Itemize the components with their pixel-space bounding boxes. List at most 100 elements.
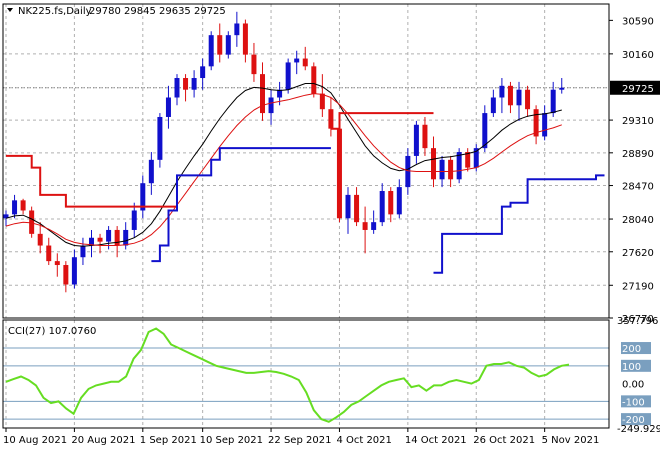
candle-body [507, 85, 513, 106]
indicator-lines [5, 83, 605, 274]
candle-body [114, 229, 120, 246]
time-tick-label: 20 Aug 2021 [71, 435, 135, 446]
candle-body [97, 237, 103, 242]
price-tick-label: 30160 [622, 50, 654, 61]
price-tick-label: 26770 [622, 314, 654, 325]
price-tick-label: 29310 [622, 116, 654, 127]
time-tick-label: 10 Aug 2021 [3, 435, 67, 446]
cci-tick-label: -249.929 [617, 424, 660, 435]
cci-level-box [621, 342, 651, 355]
candle-body [388, 190, 394, 215]
candle-body [336, 128, 342, 219]
candle-body [148, 159, 154, 184]
price-tick-label: 28890 [622, 149, 654, 160]
time-tick-label: 10 Sep 2021 [200, 435, 263, 446]
candle-body [174, 78, 180, 98]
candle-body [37, 233, 43, 246]
candle-body [183, 78, 189, 90]
candle-body [80, 245, 86, 258]
candle-body [319, 93, 325, 110]
candle-body [525, 89, 531, 110]
stop-red-line [6, 154, 177, 208]
candle-body [285, 62, 291, 90]
cci-level-box [621, 395, 651, 408]
candle-body [482, 113, 488, 149]
candle-body [302, 58, 308, 67]
candle-body [140, 183, 146, 211]
time-tick-label: 26 Oct 2021 [473, 435, 535, 446]
candle-body [533, 109, 539, 137]
candle-body [422, 124, 428, 149]
chart-symbol: NK225.fs,Daily [18, 6, 92, 17]
time-tick-label: 22 Sep 2021 [268, 435, 331, 446]
candle-body [12, 200, 18, 215]
candle-body [550, 89, 556, 114]
price-tick-label: 28040 [622, 215, 654, 226]
candle-body [234, 23, 240, 36]
price-axis: 30590 30160 29310 28890 28470 28040 27620 27190… [609, 16, 660, 325]
candle-body [413, 124, 419, 156]
candle-body [396, 187, 402, 215]
candle-body [465, 152, 471, 168]
current-price-label: 29725 [622, 84, 654, 95]
time-tick-label: 14 Oct 2021 [405, 435, 467, 446]
candle-body [242, 23, 248, 55]
candle-body [208, 35, 214, 67]
candle-body [268, 97, 274, 114]
cci-label: CCI(27) 107.0760 [8, 326, 96, 337]
candle-body [490, 97, 496, 114]
candle-body [71, 257, 77, 285]
candle-body [89, 237, 94, 246]
cci-tick-label: -100 [622, 397, 645, 408]
candle-body [362, 222, 368, 230]
price-tick-label: 28470 [622, 182, 654, 193]
candle-body [328, 109, 334, 129]
candle-body [448, 159, 454, 180]
candle-body [54, 261, 60, 266]
candle-body [165, 97, 171, 117]
ma-slow-line [5, 93, 562, 246]
chart-ohlc: 29780 29845 29635 29725 [89, 6, 226, 17]
cci-tick-label: 100 [622, 362, 641, 373]
cci-tick-label: 357.796 [617, 316, 658, 327]
cci-tick-label: 200 [622, 344, 641, 355]
main-panel-frame [2, 3, 610, 319]
candle-body [225, 35, 231, 55]
collapse-triangle-icon[interactable] [7, 8, 13, 12]
candle-body [354, 194, 360, 223]
candle-body [405, 155, 411, 188]
candle-body [379, 190, 385, 223]
price-tick-label: 30590 [622, 16, 654, 27]
candle-body [20, 200, 26, 211]
candle-body [123, 229, 129, 246]
cci-level-box [621, 359, 651, 372]
time-tick-label: 1 Sep 2021 [140, 435, 197, 446]
candle-body [131, 210, 137, 230]
cci-tick-label: -200 [622, 415, 645, 426]
candle-body [559, 87, 565, 90]
candle-body [499, 85, 505, 98]
time-axis: 10 Aug 2021 20 Aug 2021 1 Sep 2021 10 Sep 2… [3, 428, 599, 446]
time-tick-label: 5 Nov 2021 [542, 435, 600, 446]
candle-body [46, 245, 52, 262]
candle-body [371, 222, 377, 230]
candle-body [251, 54, 257, 75]
cci-series-line [5, 327, 570, 423]
candle-body [431, 148, 436, 180]
candle-body [200, 66, 206, 79]
candle-body [217, 35, 223, 55]
stop-red-line [330, 112, 434, 130]
candle-body [311, 66, 317, 94]
candle-body [260, 74, 265, 114]
candle-body [345, 194, 351, 219]
candle-body [277, 89, 283, 98]
candle-body [473, 148, 479, 168]
cci-panel-frame [2, 319, 610, 429]
candle-body [63, 265, 69, 285]
current-price-box [610, 80, 660, 95]
candles [3, 11, 565, 293]
cci-tick-label: 0.00 [622, 380, 644, 391]
candle-body [3, 214, 9, 219]
